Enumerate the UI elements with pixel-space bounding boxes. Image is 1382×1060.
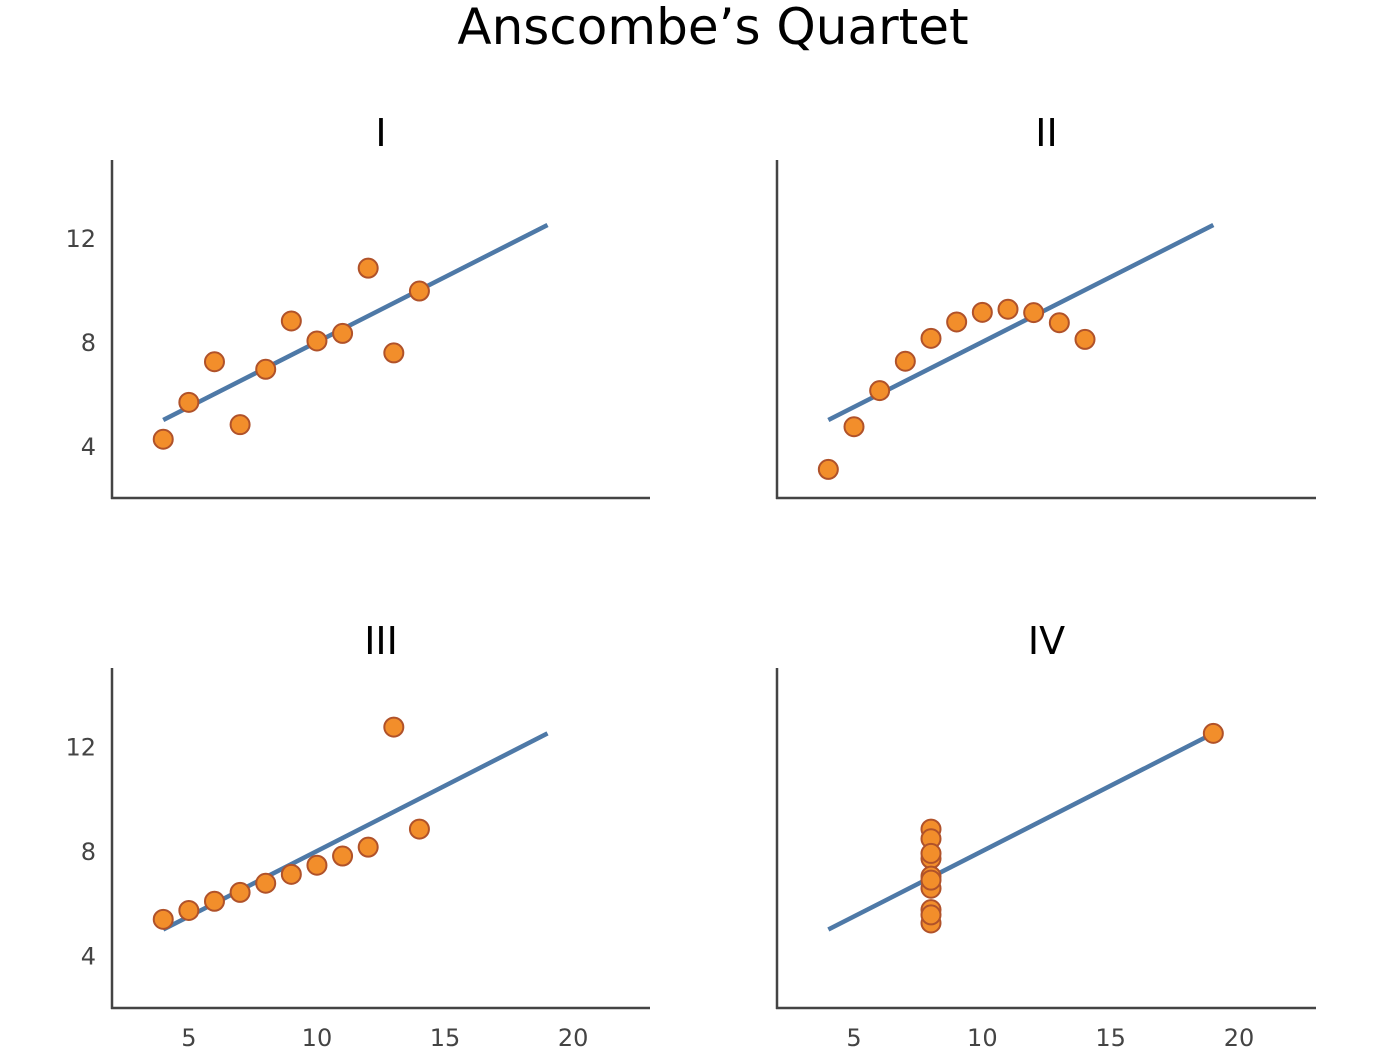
data-point <box>817 458 839 480</box>
x-tick-label: 10 <box>967 1024 998 1052</box>
data-point <box>997 298 1019 320</box>
y-tick-label: 12 <box>65 225 96 253</box>
regression-line <box>162 222 549 423</box>
data-point <box>383 342 405 364</box>
y-tick-label: 8 <box>81 838 96 866</box>
data-point <box>357 836 379 858</box>
data-point <box>229 414 251 436</box>
data-point <box>1202 722 1224 744</box>
y-tick-label: 4 <box>81 943 96 971</box>
data-point <box>229 881 251 903</box>
data-point <box>332 845 354 867</box>
data-point <box>971 301 993 323</box>
x-tick-label: 20 <box>1224 1024 1255 1052</box>
data-point <box>306 330 328 352</box>
data-point <box>1048 312 1070 334</box>
x-tick-label: 15 <box>430 1024 461 1052</box>
data-point <box>894 350 916 372</box>
panel-3: III 4 8 12 5 10 15 20 <box>65 619 650 1052</box>
data-point <box>306 854 328 876</box>
data-point <box>255 872 277 894</box>
data-point <box>920 842 942 864</box>
data-point <box>1074 328 1096 350</box>
data-point <box>843 416 865 438</box>
y-tick-label: 4 <box>81 433 96 461</box>
data-point <box>178 899 200 921</box>
figure-title: Anscombe’s Quartet <box>457 0 968 56</box>
data-point <box>280 863 302 885</box>
x-tick-label: 5 <box>181 1024 196 1052</box>
regression-line <box>827 731 1215 932</box>
data-point <box>1023 302 1045 324</box>
data-point <box>280 310 302 332</box>
x-tick-label: 5 <box>846 1024 861 1052</box>
data-point <box>946 311 968 333</box>
x-tick-label: 15 <box>1095 1024 1126 1052</box>
panel-1: I 4 8 12 <box>65 111 650 500</box>
panel-title: I <box>375 111 386 155</box>
panel-title: III <box>364 619 398 663</box>
data-point <box>920 869 942 891</box>
panel-title: IV <box>1028 619 1065 663</box>
data-point <box>383 716 405 738</box>
panel-2: II <box>775 111 1316 500</box>
x-tick-label: 10 <box>302 1024 333 1052</box>
data-point <box>332 322 354 344</box>
data-point <box>152 908 174 930</box>
data-point <box>152 428 174 450</box>
x-tick-label: 20 <box>558 1024 589 1052</box>
data-point <box>255 358 277 380</box>
regression-line <box>162 731 549 932</box>
data-point <box>920 904 942 926</box>
panel-title: II <box>1035 111 1057 155</box>
data-point <box>869 380 891 402</box>
data-point <box>178 391 200 413</box>
y-tick-label: 8 <box>81 329 96 357</box>
data-point <box>357 257 379 279</box>
data-point <box>408 280 430 302</box>
y-tick-label: 12 <box>65 733 96 761</box>
data-point <box>920 327 942 349</box>
data-point <box>203 351 225 373</box>
data-point <box>203 890 225 912</box>
regression-line <box>827 222 1215 423</box>
data-point <box>408 818 430 840</box>
panel-4: IV 5 10 15 20 <box>775 619 1316 1052</box>
